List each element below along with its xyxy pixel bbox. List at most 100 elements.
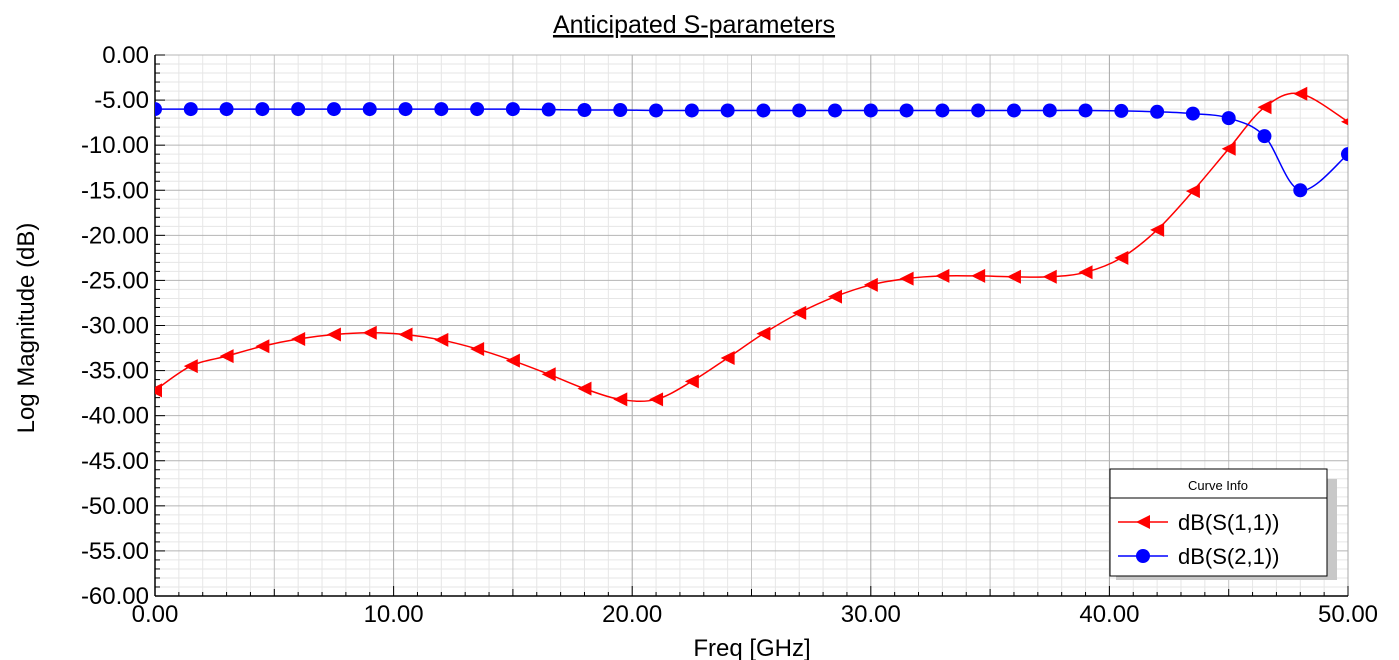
data-point	[792, 305, 807, 320]
legend-marker	[1136, 515, 1150, 529]
data-point	[1257, 129, 1272, 144]
data-point	[541, 102, 556, 117]
legend-marker	[1136, 549, 1150, 563]
data-point	[155, 102, 162, 117]
data-point	[899, 103, 914, 118]
data-point	[899, 271, 914, 286]
data-point	[183, 102, 198, 117]
y-tick-label: -55.00	[81, 538, 149, 565]
data-point	[398, 327, 413, 342]
data-point	[1221, 111, 1236, 126]
x-tick-label: 40.00	[1079, 601, 1139, 628]
data-point	[971, 103, 986, 118]
data-point	[1185, 184, 1200, 199]
x-tick-label: 10.00	[364, 601, 424, 628]
x-tick-label: 50.00	[1318, 601, 1378, 628]
data-point	[1185, 106, 1200, 121]
y-axis-label: Log Magnitude (dB)	[13, 223, 40, 434]
data-point	[255, 339, 270, 354]
data-point	[1341, 118, 1348, 126]
data-point	[541, 367, 556, 382]
data-point	[470, 102, 485, 117]
y-tick-label: -15.00	[81, 177, 149, 204]
data-point	[1006, 269, 1021, 284]
data-point	[470, 341, 485, 356]
data-point	[291, 102, 306, 117]
data-point	[863, 277, 878, 292]
data-point	[326, 102, 341, 117]
series-line	[155, 108, 1348, 192]
y-tick-label: -50.00	[81, 493, 149, 520]
data-point	[577, 381, 592, 396]
data-point	[1042, 269, 1057, 284]
x-axis-label: Freq [GHz]	[693, 635, 810, 660]
data-point	[613, 392, 628, 407]
data-point	[155, 383, 162, 398]
series-line	[155, 92, 1348, 402]
data-point	[649, 392, 664, 407]
data-point	[792, 103, 807, 118]
data-point	[1042, 103, 1057, 118]
data-point	[1114, 103, 1129, 118]
data-point	[1150, 104, 1165, 119]
y-tick-label: -45.00	[81, 448, 149, 475]
y-tick-label: 0.00	[102, 42, 149, 69]
y-tick-label: -35.00	[81, 358, 149, 385]
data-point	[291, 332, 306, 347]
series-1	[155, 86, 1348, 407]
y-tick-label: -10.00	[81, 132, 149, 159]
y-tick-labels: 0.00 -5.00 -10.00 -15.00 -20.00 -25.00 -30.00 -…	[81, 42, 149, 610]
data-point	[1257, 100, 1272, 115]
y-tick-label: -40.00	[81, 403, 149, 430]
y-tick-label: -30.00	[81, 313, 149, 340]
data-point	[219, 349, 234, 364]
data-point	[362, 325, 377, 340]
data-point	[613, 103, 628, 118]
tick-marks	[154, 54, 1349, 597]
data-point	[756, 326, 771, 341]
data-point	[684, 374, 699, 389]
data-point	[756, 103, 771, 118]
data-point	[720, 103, 735, 118]
data-point	[1221, 141, 1236, 156]
data-point	[1114, 250, 1129, 265]
data-point	[684, 103, 699, 118]
y-tick-label: -5.00	[94, 87, 149, 114]
y-tick-label: -25.00	[81, 267, 149, 294]
data-point	[577, 103, 592, 118]
data-point	[828, 289, 843, 304]
data-point	[1293, 183, 1308, 198]
data-point	[219, 102, 234, 117]
data-point	[935, 103, 950, 118]
data-point	[720, 350, 735, 365]
data-point	[434, 332, 449, 347]
x-tick-label: 20.00	[602, 601, 662, 628]
data-point	[255, 102, 270, 117]
x-tick-label: 0.00	[132, 601, 179, 628]
data-point	[398, 102, 413, 117]
data-point	[1078, 103, 1093, 118]
y-tick-label: -20.00	[81, 222, 149, 249]
x-tick-labels: 0.00 10.00 20.00 30.00 40.00 50.00	[132, 601, 1378, 628]
data-point	[1078, 265, 1093, 280]
data-point	[362, 102, 377, 117]
data-point	[434, 102, 449, 117]
data-point	[971, 268, 986, 283]
legend-items: dB(S(1,1)) dB(S(2,1))	[1118, 510, 1279, 569]
data-point	[1006, 103, 1021, 118]
series-2	[155, 102, 1348, 198]
data-point	[649, 103, 664, 118]
data-point	[828, 103, 843, 118]
data-point	[183, 359, 198, 374]
series-layer	[155, 86, 1348, 407]
data-point	[1293, 86, 1308, 101]
legend-label: dB(S(2,1))	[1178, 544, 1279, 569]
data-point	[863, 103, 878, 118]
data-point	[505, 102, 520, 117]
data-point	[1150, 222, 1165, 237]
x-tick-label: 30.00	[841, 601, 901, 628]
data-point	[1341, 147, 1348, 162]
y-tick-label: -60.00	[81, 583, 149, 610]
data-point	[935, 268, 950, 283]
